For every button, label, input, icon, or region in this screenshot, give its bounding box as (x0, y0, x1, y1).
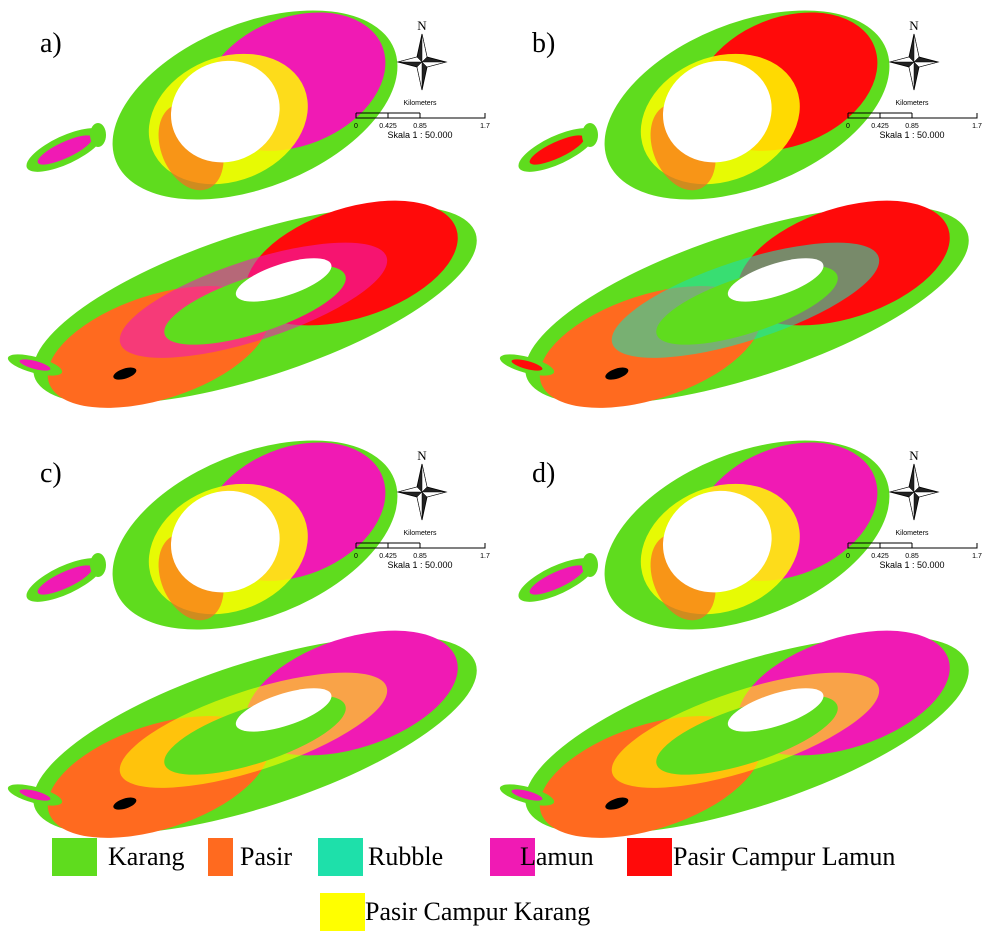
islet (582, 553, 598, 577)
compass-n: N (417, 448, 427, 463)
scale-tick-label: 0.425 (379, 123, 397, 130)
map-panel: d) N Kilometers 0 0.425 0.85 1.7 Skala 1 : 50.0… (499, 440, 982, 838)
islet-zone (37, 565, 93, 595)
lower-island (33, 200, 477, 408)
compass-star-light (889, 463, 939, 521)
islet-zone (19, 359, 51, 371)
legend-swatch (208, 838, 233, 876)
lagoon (727, 258, 824, 302)
legend-swatch (490, 838, 535, 876)
scale-tick-label: 0 (846, 553, 850, 560)
scale-tick-label: 0.85 (413, 553, 427, 560)
scale-tick-label: 0.85 (905, 123, 919, 130)
compass-star-light (397, 33, 447, 91)
scale-tick-label: 1.7 (972, 123, 982, 130)
islet-zone (529, 135, 585, 165)
scale-tick-label: 0 (354, 553, 358, 560)
scale-text: Skala 1 : 50.000 (879, 560, 944, 570)
map-panel: a) N Kilometers 0 0.425 0.85 1.7 Skala 1 : 50.0… (7, 10, 490, 408)
lagoon (170, 490, 280, 593)
legend-swatch (318, 838, 363, 876)
scale-tick-label: 0.85 (905, 553, 919, 560)
panel-label: b) (532, 28, 555, 59)
legend-swatch (52, 838, 97, 876)
legend-label: Pasir (240, 842, 292, 871)
scale-tick-label: 0.85 (413, 123, 427, 130)
scale-title: Kilometers (895, 100, 929, 107)
legend-label: Pasir Campur Lamun (673, 842, 895, 871)
scale-tick-label: 1.7 (480, 553, 490, 560)
lagoon (235, 688, 332, 732)
map-panel: c) N Kilometers 0 0.425 0.85 1.7 Skala 1 : 50.0… (7, 440, 490, 838)
scale-title: Kilometers (403, 530, 437, 537)
compass-star-light (889, 33, 939, 91)
panel-label: c) (40, 458, 62, 489)
legend-swatch (627, 838, 672, 876)
legend-label: Rubble (368, 842, 443, 871)
islet-zone (511, 789, 543, 801)
islet-zone (19, 789, 51, 801)
scale-text: Skala 1 : 50.000 (879, 130, 944, 140)
compass-n: N (417, 18, 427, 33)
upper-atoll (604, 10, 890, 200)
scale-title: Kilometers (895, 530, 929, 537)
lagoon (662, 60, 772, 163)
lagoon (235, 258, 332, 302)
lower-island (525, 630, 969, 838)
islet-zone (37, 135, 93, 165)
islet (582, 123, 598, 147)
lagoon (662, 490, 772, 593)
lower-island (525, 200, 969, 408)
panel-label: a) (40, 28, 62, 59)
scale-tick-label: 0.425 (871, 123, 889, 130)
map-panel: b) N Kilometers 0 0.425 0.85 1.7 Skala 1 : 50.0… (499, 10, 982, 408)
compass-n: N (909, 448, 919, 463)
legend-swatch (320, 893, 365, 931)
compass-star-light (397, 463, 447, 521)
land (113, 797, 137, 810)
islet-zone (511, 359, 543, 371)
scale-text: Skala 1 : 50.000 (387, 130, 452, 140)
islet (90, 553, 106, 577)
land (113, 367, 137, 380)
scale-tick-label: 1.7 (972, 553, 982, 560)
lagoon (727, 688, 824, 732)
lagoon (170, 60, 280, 163)
scale-tick-label: 0.425 (871, 553, 889, 560)
legend-label: Lamun (520, 842, 594, 871)
lower-island (33, 630, 477, 838)
scale-tick-label: 0.425 (379, 553, 397, 560)
land (605, 367, 629, 380)
scale-text: Skala 1 : 50.000 (387, 560, 452, 570)
scale-tick-label: 1.7 (480, 123, 490, 130)
upper-atoll (112, 440, 398, 630)
scale-tick-label: 0 (354, 123, 358, 130)
land (605, 797, 629, 810)
islet (90, 123, 106, 147)
compass-n: N (909, 18, 919, 33)
legend-label: Karang (108, 842, 185, 871)
scale-title: Kilometers (403, 100, 437, 107)
upper-atoll (112, 10, 398, 200)
upper-atoll (604, 440, 890, 630)
islet-zone (529, 565, 585, 595)
scale-tick-label: 0 (846, 123, 850, 130)
panel-label: d) (532, 458, 555, 489)
legend-label: Pasir Campur Karang (365, 897, 590, 926)
